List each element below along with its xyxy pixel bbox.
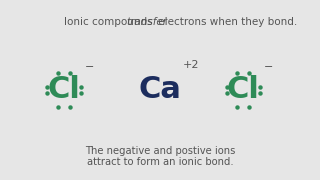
Text: Ca: Ca: [139, 75, 181, 105]
Text: −: −: [264, 62, 273, 72]
Text: The negative and postive ions
attract to form an ionic bond.: The negative and postive ions attract to…: [85, 146, 235, 167]
Text: −: −: [85, 62, 94, 72]
Text: Cl: Cl: [227, 75, 260, 105]
Text: electrons when they bond.: electrons when they bond.: [155, 17, 297, 27]
Text: +2: +2: [183, 60, 200, 70]
Text: Ionic compounds: Ionic compounds: [64, 17, 156, 27]
Text: Cl: Cl: [48, 75, 80, 105]
Text: transfer: transfer: [126, 17, 167, 27]
